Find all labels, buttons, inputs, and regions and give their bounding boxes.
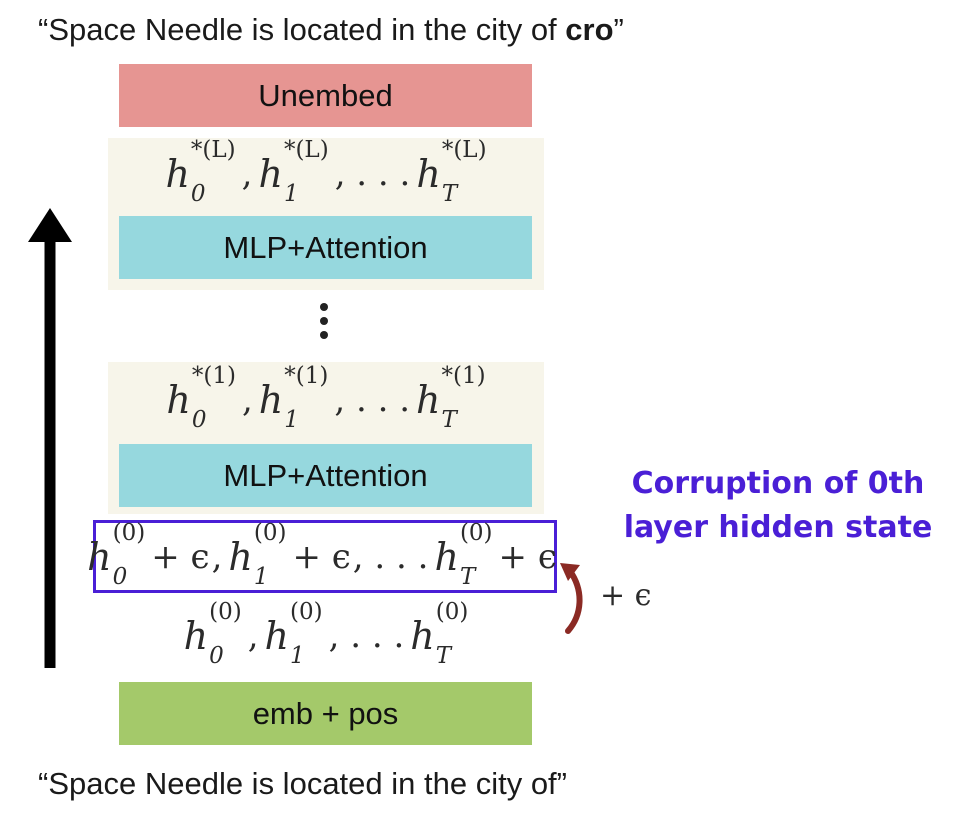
corruption-box: [93, 520, 557, 593]
corruption-annotation: Corruption of 0th layer hidden state: [598, 462, 958, 549]
hidden-states-layer-1: h *(1) 0 , h *(1) 1 , . . . h *(1) T: [166, 362, 486, 433]
unembed-block: Unembed: [119, 64, 532, 127]
sup-1-1: *(1): [284, 362, 329, 389]
sup-1-T: *(1): [441, 362, 486, 389]
sup-0-1: (0): [290, 598, 323, 625]
sub-1-T: T: [441, 407, 457, 433]
sub-c-T: T: [459, 564, 476, 590]
embedding-block: emb + pos: [119, 682, 532, 745]
output-prompt-suffix: ”: [613, 12, 624, 47]
sup-L-T: *(L): [441, 136, 487, 163]
flow-up-arrow: [28, 208, 72, 668]
sub-1-0: 0: [191, 407, 207, 433]
sub-1-1: 1: [284, 407, 299, 433]
vertical-ellipsis: [320, 300, 328, 342]
sub-0-1: 1: [290, 643, 305, 669]
mlp-attention-block-bottom: MLP+Attention: [119, 444, 532, 507]
sup-c-T: (0): [459, 519, 493, 546]
input-prompt-caption: “Space Needle is located in the city of”: [38, 766, 567, 801]
sup-L-0: *(L): [190, 136, 236, 163]
sub-L-1: 1: [283, 181, 299, 207]
output-prompt-prefix: “Space Needle is located in the city of: [38, 12, 566, 47]
sub-c-0: 0: [112, 564, 128, 590]
hidden-states-layer-L: h *(L) 0 , h *(L) 1 , . . . h *(L) T: [165, 136, 487, 207]
annotation-line-1: Corruption of 0th: [631, 466, 925, 501]
noise-term-T: + ϵ: [498, 537, 557, 577]
annotation-line-2: layer hidden state: [623, 509, 933, 545]
hidden-states-layer-0-corrupted: h (0) 0 + ϵ, h (0) 1 + ϵ, . . . h (0) T + ϵ: [87, 519, 557, 590]
noise-label: + ϵ: [600, 578, 652, 613]
sub-L-T: T: [441, 181, 458, 207]
hidden-states-layer-0: h (0) 0 , h (0) 1 , . . . h (0) T: [183, 598, 469, 669]
sup-1-0: *(1): [191, 362, 236, 389]
output-prompt-caption: “Space Needle is located in the city of …: [38, 12, 624, 48]
predicted-token: cro: [565, 12, 614, 47]
sup-c-1: (0): [253, 519, 287, 546]
sub-L-0: 0: [190, 181, 206, 207]
mlp-attention-block-top: MLP+Attention: [119, 216, 532, 279]
sup-c-0: (0): [112, 519, 146, 546]
sup-L-1: *(L): [283, 136, 329, 163]
sub-c-1: 1: [253, 564, 269, 590]
sub-0-T: T: [435, 643, 452, 669]
sup-0-T: (0): [435, 598, 469, 625]
sub-0-0: 0: [209, 643, 224, 669]
noise-term-1: + ϵ: [292, 537, 351, 577]
noise-term-0: + ϵ: [151, 537, 210, 577]
curved-noise-arrow: [560, 563, 583, 634]
sup-0-0: (0): [209, 598, 242, 625]
